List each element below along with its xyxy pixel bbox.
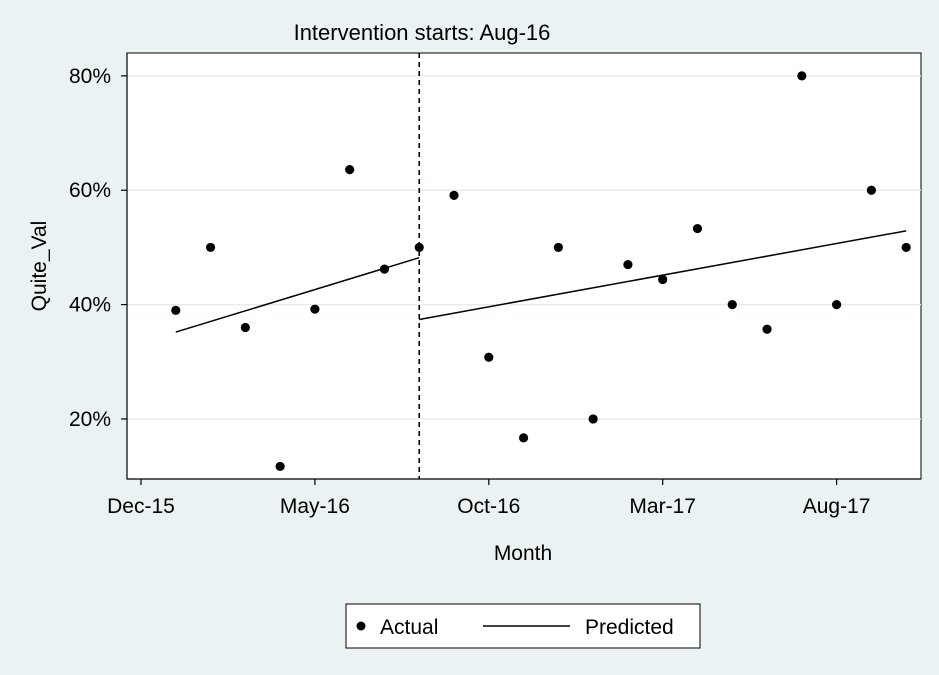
actual-point [345,165,355,175]
predicted-line-segment [175,256,420,333]
actual-point [658,274,668,285]
actual-point [449,190,459,200]
x-tick-label: Dec-15 [107,495,175,518]
actual-point [832,299,842,310]
actual-series [171,71,911,472]
axes [126,53,921,480]
y-axis-label: Quite_Val [28,221,51,312]
plot-area [126,52,922,480]
grid [127,75,921,420]
x-tick-label: Oct-16 [457,495,520,518]
actual-point [588,414,598,424]
actual-point [275,461,285,472]
legend-actual-marker [356,621,366,631]
y-tick-label: 80% [69,65,111,88]
actual-point [866,185,876,195]
legend-actual-label: Actual [380,616,438,639]
y-tick-label: 60% [69,179,111,202]
actual-point [484,352,494,362]
actual-point [623,259,633,270]
actual-point [901,242,911,253]
actual-point [310,304,320,314]
actual-point [553,242,563,253]
actual-point [379,264,390,274]
legend: Actual Predicted [345,603,701,649]
legend-predicted-label: Predicted [585,616,674,639]
x-ticks: Dec-15 May-16 Oct-16 Mar-17 Aug-17 [107,479,870,518]
x-tick-label: May-16 [280,495,350,518]
actual-point [797,71,807,81]
actual-point [692,223,703,234]
x-axis-label: Month [494,542,552,565]
actual-point [414,242,424,253]
actual-point [171,305,181,315]
x-tick-label: Mar-17 [629,495,696,518]
actual-point [762,324,772,334]
y-ticks: 20% 40% 60% 80% [69,65,127,431]
y-tick-label: 40% [69,294,111,317]
actual-point [240,322,250,333]
x-tick-label: Aug-17 [803,495,871,518]
actual-point [518,433,529,443]
chart-title: Intervention starts: Aug-16 [294,20,551,45]
y-tick-label: 20% [69,408,111,431]
actual-point [205,242,216,253]
actual-point [727,299,737,310]
